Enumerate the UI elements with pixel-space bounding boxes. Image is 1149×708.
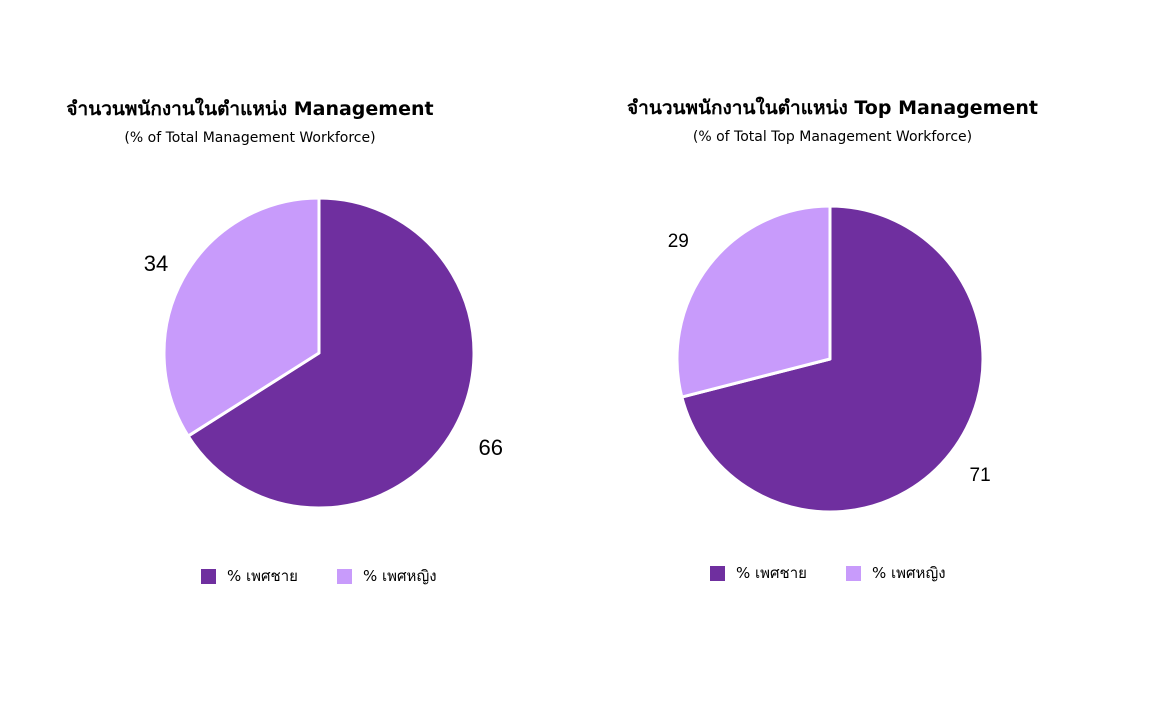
pie-slice-male (186, 196, 476, 510)
pie-slice-female (162, 196, 321, 438)
legend-swatch-female (337, 568, 352, 584)
chart-title: จำนวนพนักงานในตำแหน่ง Management (66, 98, 434, 120)
legend-item-male: % เพศชาย (201, 564, 298, 588)
legend-item-female: % เพศหญิง (337, 564, 437, 588)
legend-swatch-male (201, 568, 216, 584)
pie-slice-male (680, 204, 985, 514)
legend-item-male: % เพศชาย (710, 561, 807, 585)
chart-title: จำนวนพนักงานในตำแหน่ง Top Management (627, 97, 1038, 119)
pie-chart: 71 29 (668, 204, 991, 514)
legend-label-male: % เพศชาย (736, 564, 807, 582)
pie-chart: 66 34 (144, 196, 503, 510)
data-label: 34 (144, 251, 168, 276)
management-chart: จำนวนพนักงานในตำแหน่ง Management (% of T… (66, 98, 503, 588)
pie-slice-female (675, 204, 832, 399)
legend-item-female: % เพศหญิง (846, 561, 946, 585)
chart-subtitle: (% of Total Management Workforce) (124, 130, 376, 146)
legend-swatch-male (710, 565, 725, 581)
legend-swatch-female (846, 565, 861, 581)
data-label: 71 (970, 465, 991, 486)
legend-label-female: % เพศหญิง (363, 567, 437, 585)
chart-subtitle: (% of Total Top Management Workforce) (692, 129, 973, 145)
data-label: 29 (668, 231, 689, 252)
legend-label-female: % เพศหญิง (872, 564, 946, 582)
top-management-chart: จำนวนพนักงานในตำแหน่ง Top Management (% … (520, 0, 1149, 708)
data-label: 66 (479, 435, 503, 460)
legend-label-male: % เพศชาย (227, 567, 298, 585)
